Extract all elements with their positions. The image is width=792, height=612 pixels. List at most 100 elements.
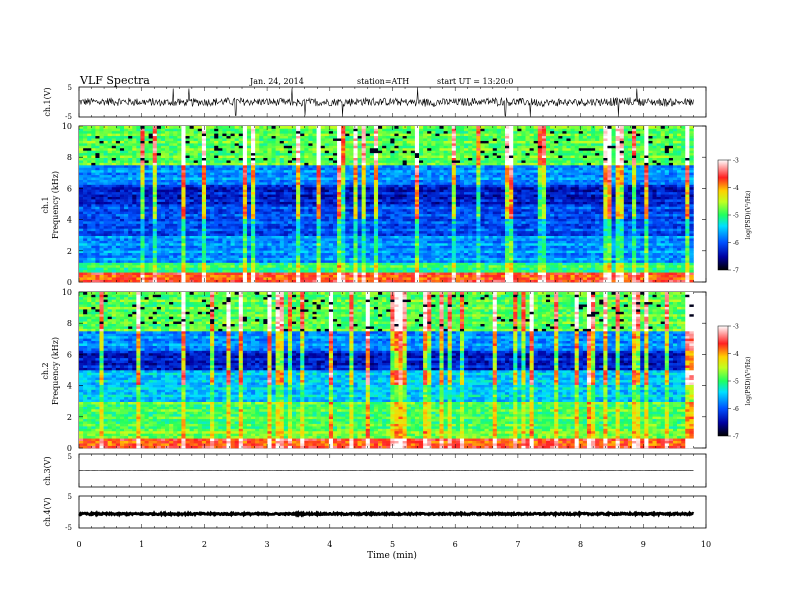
spectrogram-cell	[616, 267, 620, 270]
spectrogram-cell	[497, 245, 501, 248]
spectrogram-cell	[530, 204, 534, 207]
spectrogram-cell	[300, 258, 304, 261]
spectrogram-cell	[288, 211, 292, 214]
spectrogram-cell	[206, 263, 210, 266]
spectrogram-cell	[521, 280, 525, 283]
spectrogram-cell	[685, 267, 689, 270]
spectrogram-cell	[255, 214, 259, 217]
spectrogram-cell	[677, 241, 681, 244]
spectrogram-cell	[358, 267, 362, 270]
spectrogram-cell	[161, 253, 165, 256]
spectrogram-cell	[317, 202, 321, 205]
spectrogram-cell	[648, 233, 652, 236]
spectrogram-cell	[353, 238, 357, 241]
spectrogram-cell	[251, 258, 255, 261]
spectrogram-cell	[304, 260, 308, 263]
spectrogram-cell	[263, 258, 267, 261]
spectrogram-cell	[407, 204, 411, 207]
spectrogram-cell	[177, 226, 181, 229]
spectrogram-cell	[681, 214, 685, 217]
spectrogram-cell	[79, 270, 83, 273]
spectrogram-cell	[681, 216, 685, 219]
spectrogram-cell	[489, 219, 493, 222]
spectrogram-cell	[124, 224, 128, 227]
spectrogram-cell	[526, 270, 530, 273]
spectrogram-cell	[595, 248, 599, 251]
spectrogram-cell	[513, 214, 517, 217]
spectrogram-cell	[194, 224, 198, 227]
spectrogram-cell	[550, 216, 554, 219]
spectrogram-cell	[526, 238, 530, 241]
spectrogram-cell	[284, 267, 288, 270]
spectrogram-cell	[632, 214, 636, 217]
spectrogram-cell	[657, 263, 661, 266]
spectrogram-cell	[108, 226, 112, 229]
spectrogram-cell	[640, 233, 644, 236]
spectrogram-cell	[169, 270, 173, 273]
spectrogram-cell	[83, 221, 87, 224]
spectrogram-cell	[399, 226, 403, 229]
spectrogram-cell	[575, 236, 579, 239]
spectrogram-cell	[366, 206, 370, 209]
spectrogram-cell	[452, 236, 456, 239]
spectrogram-cell	[460, 238, 464, 241]
spectrogram-cell	[587, 231, 591, 234]
spectrogram-cell	[214, 236, 218, 239]
spectrogram-cell	[468, 248, 472, 251]
spectrogram-cell	[284, 277, 288, 280]
spectrogram-cell	[661, 226, 665, 229]
spectrogram-cell	[263, 253, 267, 256]
spectrogram-cell	[181, 250, 185, 253]
spectrogram-cell	[177, 260, 181, 263]
spectrogram-cell	[214, 267, 218, 270]
spectrogram-cell	[317, 226, 321, 229]
spectrogram-cell	[235, 228, 239, 231]
spectrogram-cell	[370, 219, 374, 222]
spectrogram-cell	[304, 277, 308, 280]
spectrogram-cell	[489, 253, 493, 256]
spectrogram-cell	[99, 214, 103, 217]
spectrogram-cell	[599, 241, 603, 244]
spectrogram-cell	[554, 241, 558, 244]
spectrogram-cell	[349, 206, 353, 209]
spectrogram-cell	[177, 236, 181, 239]
spectrogram-cell	[87, 209, 91, 212]
spectrogram-cell	[657, 245, 661, 248]
spectrogram-cell	[546, 250, 550, 253]
spectrogram-cell	[468, 263, 472, 266]
spectrogram-cell	[374, 236, 378, 239]
spectrogram-cell	[534, 250, 538, 253]
spectrogram-cell	[300, 245, 304, 248]
spectrogram-cell	[415, 202, 419, 205]
spectrogram-cell	[538, 219, 542, 222]
spectrogram-cell	[558, 206, 562, 209]
spectrogram-cell	[497, 248, 501, 251]
spectrogram-cell	[624, 263, 628, 266]
spectrogram-cell	[456, 224, 460, 227]
spectrogram-cell	[411, 243, 415, 246]
spectrogram-cell	[476, 214, 480, 217]
spectrogram-cell	[603, 260, 607, 263]
spectrogram-cell	[116, 204, 120, 207]
spectrogram-cell	[190, 250, 194, 253]
spectrogram-cell	[476, 236, 480, 239]
spectrogram-cell	[616, 216, 620, 219]
spectrogram-cell	[202, 206, 206, 209]
spectrogram-cell	[591, 275, 595, 278]
spectrogram-cell	[124, 250, 128, 253]
spectrogram-cell	[612, 219, 616, 222]
spectrogram-cell	[374, 267, 378, 270]
spectrogram-cell	[370, 248, 374, 251]
spectrogram-cell	[366, 243, 370, 246]
spectrogram-cell	[419, 270, 423, 273]
spectrogram-cell	[595, 265, 599, 268]
spectrogram-cell	[198, 255, 202, 258]
spectrogram-cell	[485, 270, 489, 273]
spectrogram-cell	[99, 202, 103, 205]
spectrogram-cell	[657, 228, 661, 231]
spectrogram-cell	[521, 245, 525, 248]
spectrogram-cell	[542, 221, 546, 224]
spectrogram-cell	[140, 233, 144, 236]
spectrogram-cell	[575, 265, 579, 268]
spectrogram-cell	[124, 277, 128, 280]
